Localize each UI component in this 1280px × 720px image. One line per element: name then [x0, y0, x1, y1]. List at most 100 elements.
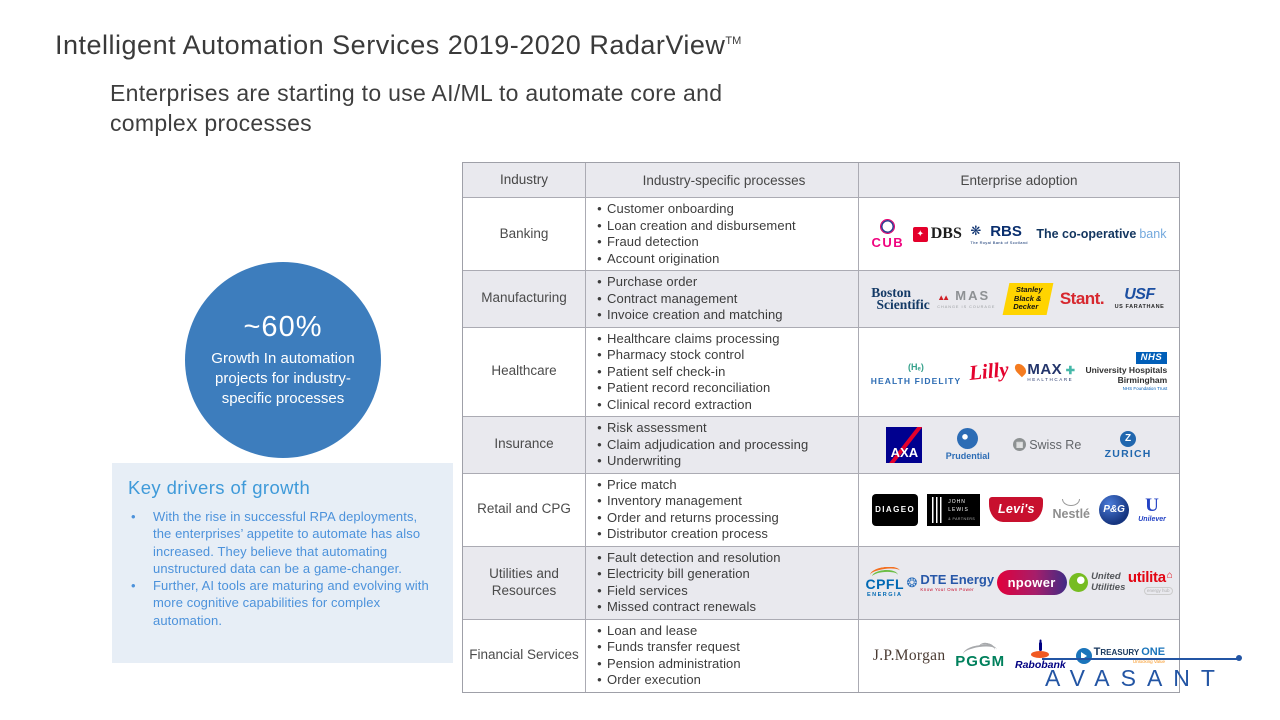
logo-diageo: DIAGEO [872, 493, 919, 526]
table-header-row: Industry Industry-specific processes Ent… [463, 163, 1179, 198]
pggm-bird-icon [963, 643, 997, 653]
processes-cell: Customer onboarding Loan creation and dis… [586, 198, 859, 270]
process-item: Loan and lease [592, 623, 856, 640]
process-item: Clinical record extraction [592, 397, 856, 414]
logo-utilita-sub: energy hub [1143, 587, 1173, 595]
rabobank-figure-icon [1030, 641, 1050, 658]
process-item: Invoice creation and matching [592, 307, 856, 324]
logo-nhs: NHS University Hospitals Birmingham NHS Fo… [1083, 351, 1168, 392]
process-text: Contract management [607, 290, 738, 306]
logo-prudential: Prudential [946, 428, 990, 461]
logo-johnlewis-sub: & PARTNERS [948, 516, 976, 521]
key-driver-bullet: Further, AI tools are maturing and evolv… [128, 577, 439, 629]
logo-johnlewis: JOHN LEWIS & PARTNERS [927, 493, 981, 526]
logo-zurich: ZURICH [1105, 430, 1152, 460]
process-text: Distributor creation process [607, 526, 769, 541]
process-text: Underwriting [607, 453, 682, 468]
united-utilities-orb-icon [1069, 573, 1089, 592]
key-drivers-panel: Key drivers of growth With the rise in s… [112, 463, 453, 663]
logo-unilever-text: Unilever [1138, 516, 1166, 523]
logo-diageo-text: DIAGEO [875, 504, 916, 514]
process-text: Healthcare claims processing [607, 330, 780, 346]
industry-label: Manufacturing [481, 290, 567, 306]
logo-nhs-sub2: NHS Foundation Trust [1122, 386, 1168, 392]
process-item: Fault detection and resolution [592, 550, 856, 567]
logo-utilita: utilita energy hub [1128, 570, 1173, 595]
table-row: Insurance Risk assessmentClaim adjudicati… [463, 417, 1179, 474]
process-text: Fault detection and resolution [607, 549, 781, 565]
process-text: Claim adjudication and processing [607, 436, 809, 452]
logo-unilever: Unilever [1138, 496, 1166, 523]
process-list: Loan and leaseFunds transfer requestPens… [592, 623, 856, 689]
cub-emblem-icon [880, 219, 896, 234]
processes-cell: Risk assessmentClaim adjudication and pr… [586, 417, 859, 473]
logo-usf-text: USF [1124, 286, 1155, 303]
process-text: Customer onboarding [607, 201, 734, 216]
page-title-text: Intelligent Automation Services 2019-202… [55, 30, 726, 60]
process-item: Contract management [592, 291, 856, 308]
logo-johnlewis-text: JOHN LEWIS [948, 498, 969, 513]
logo-max-sub: HEALTHCARE [1027, 376, 1074, 382]
logo-usf-sub: US FARATHANE [1114, 304, 1165, 310]
johnlewis-stripes-icon [932, 496, 945, 523]
page-title: Intelligent Automation Services 2019-202… [55, 30, 741, 61]
processes-cell: Price matchInventory managementOrder and… [586, 473, 859, 546]
industry-cell: Insurance [463, 417, 586, 473]
dte-globe-icon [907, 575, 918, 591]
unilever-u-icon [1145, 496, 1159, 515]
logo-boston-text: Boston [871, 285, 911, 301]
logo-levis-text: Levi's [998, 502, 1035, 517]
logo-mas-text: MAS [955, 288, 991, 304]
logo-treasuryone-sub2: Unlocking Value [1132, 658, 1166, 664]
industry-cell: Manufacturing [463, 271, 586, 327]
table-row: Manufacturing Purchase orderContract mana… [463, 271, 1179, 328]
industry-label: Utilities and Resources [489, 565, 559, 598]
logo-axa: AXA [886, 426, 923, 463]
col-header-industry: Industry [463, 163, 586, 197]
logo-uu-sub: Utilities [1091, 582, 1126, 593]
process-item: Claim adjudication and processing [592, 437, 856, 454]
process-text: Order execution [607, 672, 701, 687]
brand-name: AVASANT [1045, 665, 1226, 691]
mas-peaks-icon [937, 288, 952, 304]
process-text: Fraud detection [607, 234, 699, 249]
logo-mas-sub: CHANGE IS COURAGE [937, 304, 996, 309]
process-item: Patient self check-in [592, 364, 856, 381]
process-text: Missed contract renewals [607, 599, 757, 614]
key-driver-text: Further, AI tools are maturing and evolv… [153, 578, 429, 628]
industry-cell: Utilities and Resources [463, 546, 586, 619]
process-item: Missed contract renewals [592, 599, 856, 616]
process-list: Fault detection and resolutionElectricit… [592, 550, 856, 616]
process-item: Distributor creation process [592, 526, 856, 543]
key-driver-text: With the rise in successful RPA deployme… [153, 509, 421, 576]
logo-lilly: Lilly [968, 357, 1010, 385]
process-list: Price matchInventory managementOrder and… [592, 477, 856, 543]
process-text: Risk assessment [607, 420, 707, 435]
table-row: Retail and CPG Price matchInventory manag… [463, 473, 1179, 547]
process-item: Loan creation and disbursement [592, 218, 856, 235]
logo-cub: CUB [872, 219, 905, 249]
swissre-globe-icon [1013, 438, 1027, 452]
process-text: Loan and lease [607, 622, 698, 638]
enterprise-logos-cell: HEALTH FIDELITYLillyMAXHEALTHCARENHSUniv… [859, 328, 1179, 417]
logo-swissre: Swiss Re [1013, 438, 1081, 452]
logo-uu: United Utilities [1069, 572, 1125, 593]
logo-npower-text: npower [1007, 575, 1056, 590]
logo-utilita-text: utilita [1128, 570, 1173, 585]
processes-cell: Loan and leaseFunds transfer requestPens… [586, 619, 859, 692]
process-item: Pharmacy stock control [592, 347, 856, 364]
logo-jpmorgan-text: J.P.Morgan [872, 646, 946, 664]
process-item: Field services [592, 583, 856, 600]
process-item: Healthcare claims processing [592, 331, 856, 348]
processes-cell: Fault detection and resolutionElectricit… [586, 546, 859, 619]
industry-cell: Financial Services [463, 619, 586, 692]
cpfl-arcs-icon [870, 567, 900, 576]
stat-label: Growth In automation projects for indust… [211, 350, 355, 407]
logo-nhs-sub: University Hospitals Birmingham [1085, 364, 1168, 385]
process-text: Field services [607, 582, 688, 598]
table-row: Financial Services Loan and leaseFunds tr… [463, 619, 1179, 692]
logo-sbd-sub2: Decker [1013, 302, 1039, 312]
trademark-superscript: TM [725, 35, 742, 47]
process-text: Account origination [607, 250, 720, 266]
